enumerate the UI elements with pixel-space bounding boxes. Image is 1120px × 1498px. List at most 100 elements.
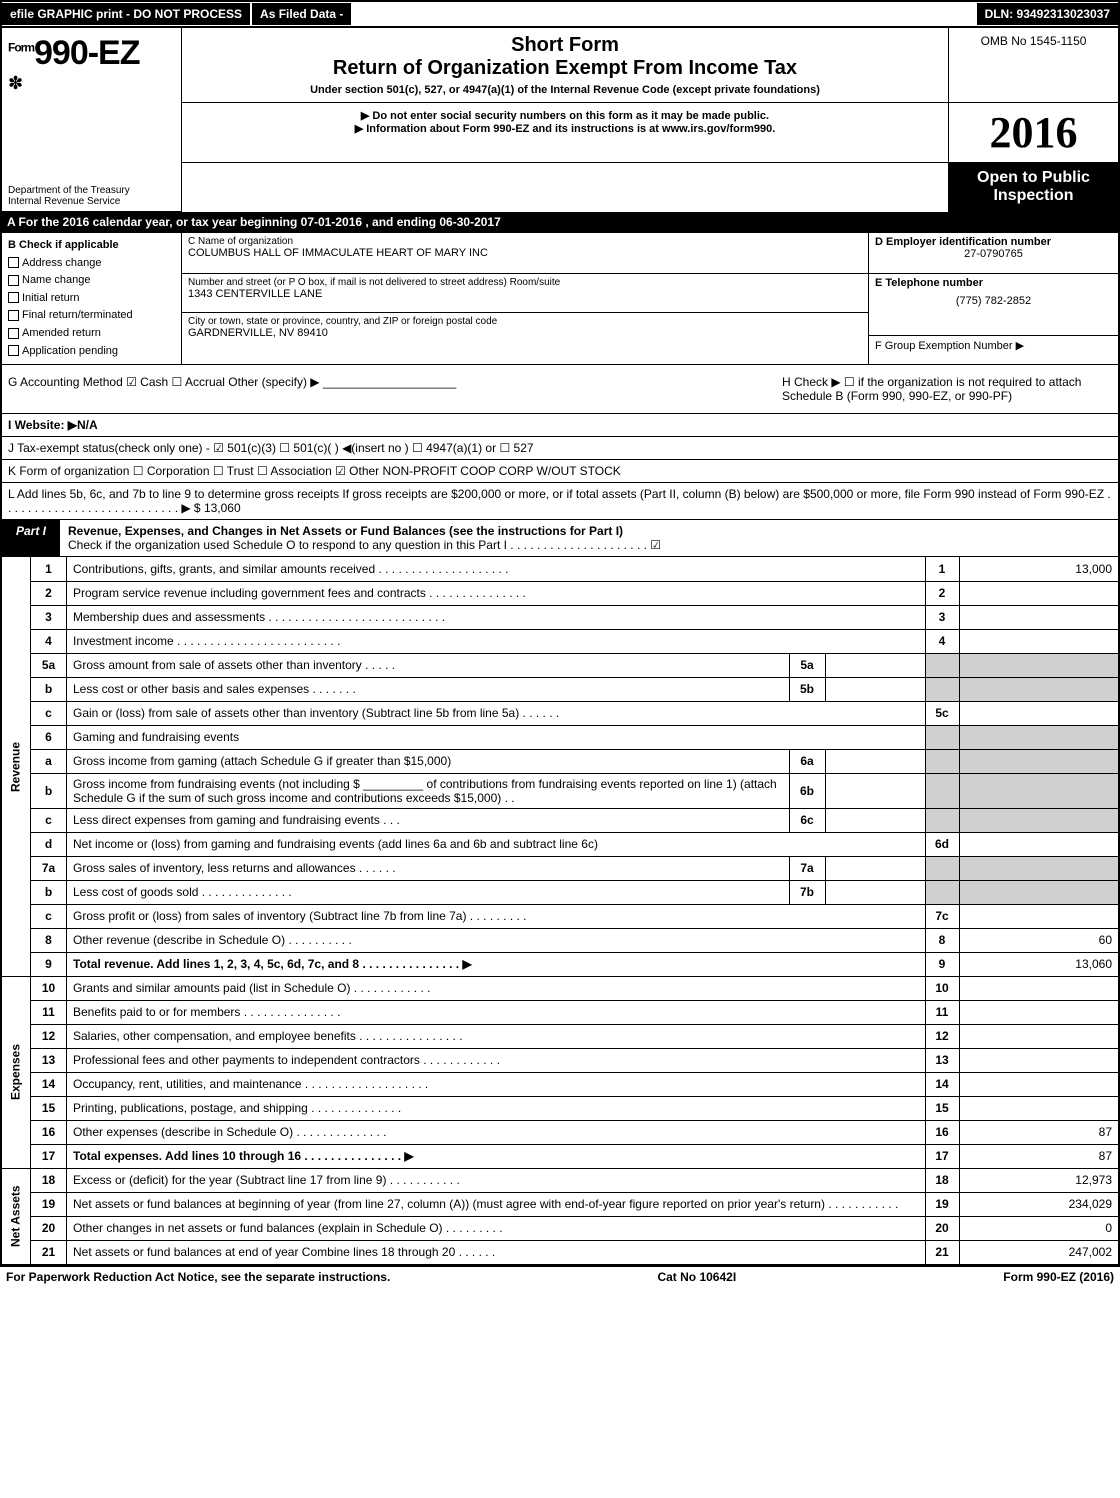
dept-treasury: Department of the Treasury [8,185,130,196]
under-section: Under section 501(c), 527, or 4947(a)(1)… [192,84,938,96]
table-row: Expenses10Grants and similar amounts pai… [1,976,1119,1000]
table-row: Revenue1Contributions, gifts, grants, an… [1,557,1119,581]
inner-amount [825,808,925,832]
line-text: Less cost or other basis and sales expen… [67,677,790,701]
inner-line-label: 7b [789,880,825,904]
page-footer: For Paperwork Reduction Act Notice, see … [0,1265,1120,1287]
line-number: b [31,880,67,904]
line-text: Program service revenue including govern… [67,581,926,605]
line-col [925,808,959,832]
side-label: Expenses [1,976,31,1168]
table-row: cGross profit or (loss) from sales of in… [1,904,1119,928]
line-col: 19 [925,1192,959,1216]
line-text: Less cost of goods sold . . . . . . . . … [67,880,790,904]
inner-amount [825,773,925,808]
line-col: 12 [925,1024,959,1048]
check-pending: Application pending [8,343,175,361]
line-number: c [31,808,67,832]
line-text: Net assets or fund balances at end of ye… [67,1240,926,1264]
notice-2: ▶ Information about Form 990-EZ and its … [192,122,938,135]
line-text: Investment income . . . . . . . . . . . … [67,629,926,653]
line-number: 15 [31,1096,67,1120]
line-number: 13 [31,1048,67,1072]
inner-amount [825,880,925,904]
line-amount [959,832,1119,856]
line-number: c [31,701,67,725]
table-row: bGross income from fundraising events (n… [1,773,1119,808]
line-number: 20 [31,1216,67,1240]
line-amount: 234,029 [959,1192,1119,1216]
b-label: B Check if applicable [8,237,175,255]
table-row: 13Professional fees and other payments t… [1,1048,1119,1072]
line-amount: 13,060 [959,952,1119,976]
row-a: A For the 2016 calendar year, or tax yea… [0,212,1120,233]
line-col: 20 [925,1216,959,1240]
return-title: Return of Organization Exempt From Incom… [192,57,938,80]
line-text: Other changes in net assets or fund bala… [67,1216,926,1240]
table-row: Net Assets18Excess or (deficit) for the … [1,1168,1119,1192]
dln-label: DLN: 93492313023037 [977,3,1118,25]
table-row: cGain or (loss) from sale of assets othe… [1,701,1119,725]
ein-cell: D Employer identification number 27-0790… [868,233,1118,274]
d-label: D Employer identification number [875,236,1112,248]
line-col: 17 [925,1144,959,1168]
omb-cell: OMB No 1545-1150 [948,28,1118,103]
city-cell: City or town, state or province, country… [182,313,868,365]
top-bar: efile GRAPHIC print - DO NOT PROCESS As … [0,0,1120,28]
table-row: 9Total revenue. Add lines 1, 2, 3, 4, 5c… [1,952,1119,976]
side-label: Revenue [1,557,31,976]
form-prefix: Form [8,41,34,55]
line-amount [959,1000,1119,1024]
city-value: GARDNERVILLE, NV 89410 [188,327,862,339]
form-num: 990-EZ [34,34,140,72]
inner-amount [825,677,925,701]
table-row: dNet income or (loss) from gaming and fu… [1,832,1119,856]
org-name-cell: C Name of organization COLUMBUS HALL OF … [182,233,868,274]
inner-line-label: 5b [789,677,825,701]
line-text: Gaming and fundraising events [67,725,926,749]
line-amount [959,1048,1119,1072]
line-col: 13 [925,1048,959,1072]
line-col: 7c [925,904,959,928]
row-g-right: H Check ▶ ☐ if the organization is not r… [782,375,1112,403]
inner-line-label: 6c [789,808,825,832]
line-col: 8 [925,928,959,952]
part-1-table: Revenue1Contributions, gifts, grants, an… [0,557,1120,1265]
line-number: a [31,749,67,773]
side-label: Net Assets [1,1168,31,1264]
form-id-cell: Form990-EZ ✽ Department of the Treasury … [2,28,182,212]
inner-amount [825,653,925,677]
inner-line-label: 5a [789,653,825,677]
line-text: Occupancy, rent, utilities, and maintena… [67,1072,926,1096]
table-row: 12Salaries, other compensation, and empl… [1,1024,1119,1048]
line-text: Gross sales of inventory, less returns a… [67,856,790,880]
table-row: 14Occupancy, rent, utilities, and mainte… [1,1072,1119,1096]
check-initial: Initial return [8,290,175,308]
notice-cell: ▶ Do not enter social security numbers o… [182,103,948,163]
line-text: Total revenue. Add lines 1, 2, 3, 4, 5c,… [67,952,926,976]
inner-amount [825,749,925,773]
line-number: 21 [31,1240,67,1264]
line-number: 9 [31,952,67,976]
line-text: Membership dues and assessments . . . . … [67,605,926,629]
table-row: 3Membership dues and assessments . . . .… [1,605,1119,629]
row-i-text: I Website: ▶N/A [8,418,98,432]
inner-line-label: 7a [789,856,825,880]
line-col: 15 [925,1096,959,1120]
table-row: 2Program service revenue including gover… [1,581,1119,605]
line-amount [959,1072,1119,1096]
footer-right: Form 990-EZ (2016) [1003,1270,1114,1284]
table-row: 16Other expenses (describe in Schedule O… [1,1120,1119,1144]
line-amount [959,749,1119,773]
as-filed-label: As Filed Data - [250,3,351,25]
part-1-tag: Part I [2,520,60,556]
dept-block: Department of the Treasury Internal Reve… [8,185,130,207]
line-text: Other revenue (describe in Schedule O) .… [67,928,926,952]
line-amount [959,629,1119,653]
line-col [925,725,959,749]
table-row: 21Net assets or fund balances at end of … [1,1240,1119,1264]
table-row: 20Other changes in net assets or fund ba… [1,1216,1119,1240]
short-form-title: Short Form [192,34,938,57]
part-1-desc: Revenue, Expenses, and Changes in Net As… [60,520,1118,556]
footer-left: For Paperwork Reduction Act Notice, see … [6,1270,390,1284]
